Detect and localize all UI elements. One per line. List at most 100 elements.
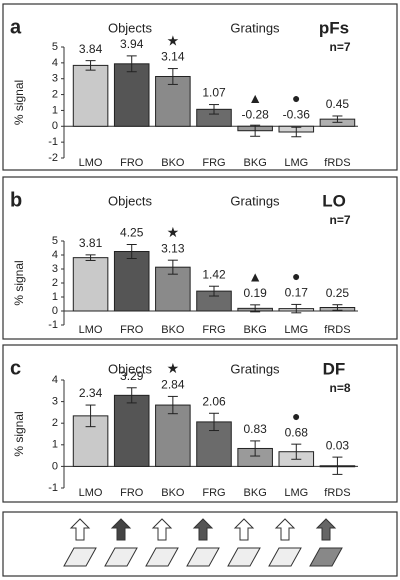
y-tick-label: 1 <box>52 104 58 116</box>
y-tick-label: -1 <box>48 319 58 331</box>
bar <box>72 257 109 312</box>
value-label: -0.36 <box>283 107 311 121</box>
significance-marker: ★ <box>167 32 180 48</box>
group-label: Objects <box>108 361 153 376</box>
region-label: DF <box>323 359 346 378</box>
stimulus-arrow <box>151 518 173 541</box>
bar <box>155 404 191 467</box>
y-tick-label: 2 <box>52 417 58 429</box>
y-tick-label: 4 <box>52 57 58 69</box>
y-tick-label: -2 <box>48 152 58 164</box>
value-label: 1.42 <box>202 267 226 281</box>
value-label: 0.19 <box>243 286 267 300</box>
region-label: LO <box>322 191 346 210</box>
stimulus-arrow <box>69 518 91 541</box>
stimulus-arrow <box>233 518 255 541</box>
bar <box>72 64 109 127</box>
y-axis-label: % signal <box>12 260 26 305</box>
panel-letter: a <box>10 16 22 38</box>
group-label: Objects <box>108 193 153 208</box>
value-label: 1.07 <box>202 86 226 100</box>
y-tick-label: 5 <box>52 41 58 53</box>
group-label: Objects <box>108 20 153 35</box>
significance-marker: ★ <box>167 360 180 376</box>
significance-marker: ▲ <box>248 269 262 285</box>
value-label: 3.29 <box>120 369 144 383</box>
x-tick-label: FRO <box>120 324 144 336</box>
y-tick-label: 4 <box>52 374 58 386</box>
group-label: Gratings <box>230 20 280 35</box>
value-label: 4.25 <box>120 226 144 240</box>
n-label: n=7 <box>329 40 350 54</box>
x-tick-label: LMG <box>284 324 308 336</box>
y-tick-label: 4 <box>52 249 58 261</box>
x-tick-label: FRG <box>202 157 225 169</box>
value-label: 3.13 <box>161 241 185 255</box>
stimulus-arrow <box>110 518 132 541</box>
x-tick-label: LMO <box>79 157 103 169</box>
y-tick-label: 0 <box>52 120 58 132</box>
value-label: -0.28 <box>241 107 269 121</box>
significance-marker: ★ <box>167 224 180 240</box>
x-tick-label: FRO <box>120 487 144 499</box>
y-tick-label: 5 <box>52 235 58 247</box>
stimulus-icon <box>268 547 302 567</box>
x-tick-label: LMG <box>284 157 308 169</box>
x-tick-label: FRG <box>202 487 225 499</box>
stimulus-frame <box>2 511 398 577</box>
bar <box>113 251 150 312</box>
x-tick-label: BKG <box>244 324 267 336</box>
y-tick-label: 1 <box>52 291 58 303</box>
stimulus-icon <box>309 547 343 567</box>
panel-frame <box>2 344 398 503</box>
x-tick-label: BKO <box>161 324 185 336</box>
y-tick-label: 3 <box>52 73 58 85</box>
stimulus-icon <box>63 547 97 567</box>
panel-letter: b <box>10 189 22 211</box>
panel-frame <box>2 3 398 171</box>
value-label: 2.84 <box>161 378 185 392</box>
y-tick-label: 3 <box>52 396 58 408</box>
y-tick-label: 2 <box>52 277 58 289</box>
value-label: 3.81 <box>79 236 103 250</box>
stimulus-icon <box>145 547 179 567</box>
stimulus-arrow <box>315 518 337 541</box>
x-tick-label: LMO <box>79 324 103 336</box>
x-tick-label: FRO <box>120 157 144 169</box>
x-tick-label: fRDS <box>324 157 350 169</box>
significance-marker: ● <box>292 268 300 284</box>
significance-marker: ● <box>292 408 300 424</box>
y-axis-label: % signal <box>12 411 26 456</box>
y-tick-label: 2 <box>52 88 58 100</box>
y-tick-label: -1 <box>48 482 58 494</box>
panel-letter: c <box>10 357 21 379</box>
y-tick-label: 1 <box>52 439 58 451</box>
n-label: n=7 <box>329 213 350 227</box>
value-label: 3.84 <box>79 42 103 56</box>
value-label: 0.83 <box>243 422 267 436</box>
value-label: 2.34 <box>79 386 103 400</box>
panel-frame <box>2 176 398 340</box>
group-label: Gratings <box>230 193 280 208</box>
y-tick-label: 0 <box>52 460 58 472</box>
y-tick-label: 3 <box>52 263 58 275</box>
bar <box>155 75 191 127</box>
x-tick-label: BKO <box>161 487 185 499</box>
group-label: Gratings <box>230 361 280 376</box>
x-tick-label: BKG <box>244 157 267 169</box>
x-tick-label: BKG <box>244 487 267 499</box>
stimulus-arrow <box>274 518 296 541</box>
region-label: pFs <box>319 18 349 37</box>
x-tick-label: LMG <box>284 487 308 499</box>
significance-marker: ▲ <box>248 90 262 106</box>
y-tick-label: -1 <box>48 136 58 148</box>
bar <box>113 63 150 127</box>
stimulus-arrow <box>192 518 214 541</box>
y-axis-label: % signal <box>12 80 26 125</box>
y-tick-label: 0 <box>52 305 58 317</box>
value-label: 3.94 <box>120 37 144 51</box>
n-label: n=8 <box>329 381 350 395</box>
stimulus-icon <box>227 547 261 567</box>
value-label: 2.06 <box>202 394 226 408</box>
